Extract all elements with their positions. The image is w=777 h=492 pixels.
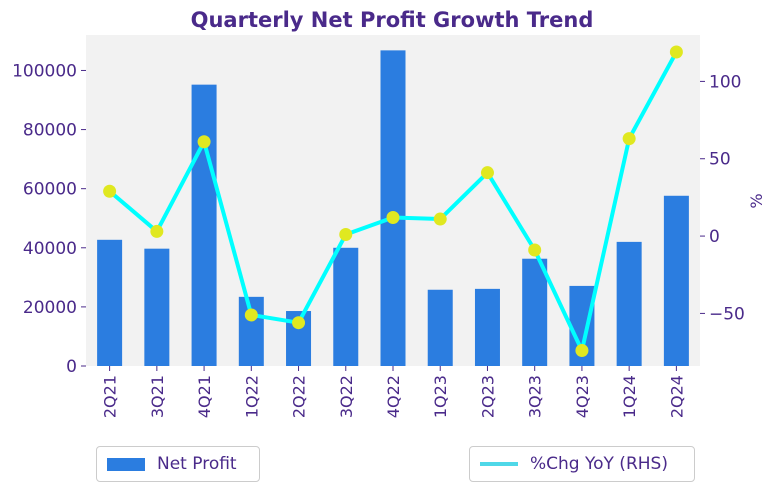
legend-line-swatch: [480, 462, 518, 466]
x-tick-label: 2Q24: [667, 375, 686, 418]
bar-3Q22: [333, 247, 359, 366]
left-tick-label: 40000: [23, 239, 77, 259]
bar-3Q21: [144, 248, 170, 366]
bar-2Q24: [663, 195, 689, 366]
bar-4Q22: [380, 50, 406, 366]
right-tick-label: −50: [709, 304, 745, 324]
left-tick-label: 20000: [23, 298, 77, 318]
legend-bar-swatch: [107, 457, 145, 471]
bar-4Q21: [191, 84, 217, 367]
x-tick-label: 4Q22: [384, 375, 403, 418]
x-tick-label: 1Q23: [431, 375, 450, 418]
point-3Q21: [150, 224, 164, 238]
point-3Q23: [528, 243, 542, 257]
x-tick-label: 1Q24: [620, 375, 639, 418]
legend-label: %Chg YoY (RHS): [530, 454, 668, 474]
point-1Q23: [433, 212, 447, 226]
x-tick-label: 4Q23: [573, 375, 592, 418]
point-4Q23: [575, 344, 589, 358]
right-tick-label: 0: [709, 227, 720, 247]
point-4Q22: [386, 211, 400, 225]
point-4Q21: [197, 135, 211, 149]
point-1Q24: [622, 132, 636, 146]
point-2Q21: [103, 184, 117, 198]
point-2Q23: [480, 166, 494, 180]
left-tick-label: 100000: [12, 61, 77, 81]
x-tick-label: 1Q22: [242, 375, 261, 418]
bar-2Q21: [97, 239, 123, 366]
bar-1Q23: [427, 289, 453, 366]
legend-label: Net Profit: [157, 454, 237, 474]
x-tick-label: 2Q23: [478, 375, 497, 418]
left-tick-label: 0: [66, 357, 77, 377]
right-tick-label: 100: [709, 72, 741, 92]
x-tick-label: 3Q23: [526, 375, 545, 418]
bar-2Q23: [474, 288, 500, 366]
legend-net-profit[interactable]: Net Profit: [96, 446, 260, 482]
point-2Q22: [292, 316, 306, 330]
right-axis-label: %: [747, 193, 766, 208]
x-tick-label: 3Q21: [148, 375, 167, 418]
point-2Q24: [669, 45, 683, 59]
x-tick-label: 2Q22: [290, 375, 309, 418]
right-tick-label: 50: [709, 150, 731, 170]
point-3Q22: [339, 228, 353, 242]
point-1Q22: [244, 308, 258, 322]
left-tick-label: 60000: [23, 180, 77, 200]
x-tick-label: 4Q21: [195, 375, 214, 418]
chart-title: Quarterly Net Profit Growth Trend: [191, 8, 594, 32]
bar-1Q22: [238, 296, 264, 366]
x-tick-label: 3Q22: [337, 375, 356, 418]
legend-pct-chg[interactable]: %Chg YoY (RHS): [469, 446, 695, 482]
bar-1Q24: [616, 241, 642, 366]
left-tick-label: 80000: [23, 121, 77, 141]
x-tick-label: 2Q21: [101, 375, 120, 418]
bar-3Q23: [522, 258, 548, 366]
